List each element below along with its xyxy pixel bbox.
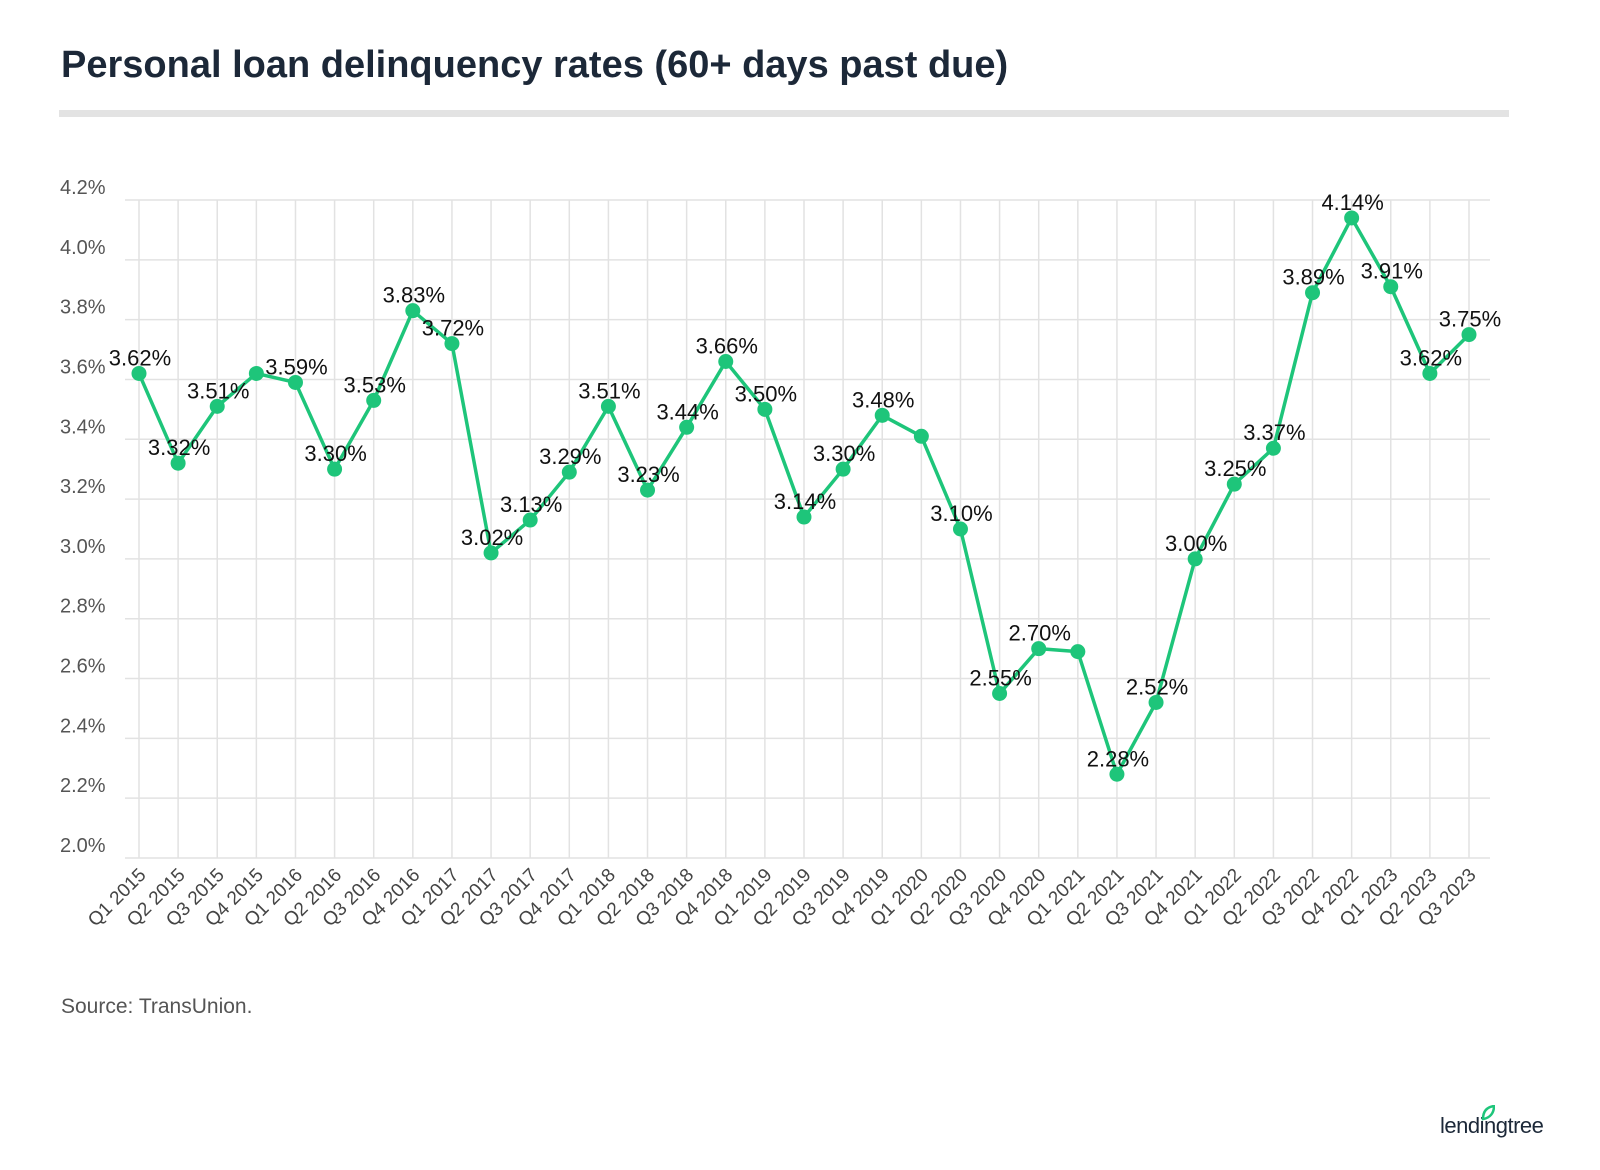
data-point [992,686,1008,701]
data-label: 3.50% [735,381,797,406]
data-point [209,398,225,414]
data-point [796,509,812,525]
data-point [483,545,499,561]
data-label: 2.52% [1126,674,1188,699]
title-divider [59,110,1509,117]
data-point [1070,644,1086,660]
data-label: 3.83% [383,283,445,308]
data-point [913,428,929,444]
data-point [640,482,656,498]
data-point [522,512,538,528]
data-label: 3.30% [813,441,875,466]
data-point [327,461,343,477]
y-tick-label: 2.0% [60,835,106,857]
data-label: 3.14% [774,489,836,514]
y-tick-label: 3.2% [60,476,106,498]
source-note: Source: TransUnion. [61,995,253,1018]
y-tick-label: 2.8% [60,596,106,618]
data-point [1109,766,1125,782]
line-chart: 2.0% 2.2% 2.4% 2.6% 2.8% 3.0% 3.2% 3.4% 3.6% 3.8%… [60,177,1501,931]
data-label: 3.62% [1400,345,1462,370]
data-label: 2.55% [969,666,1031,691]
data-point [1148,694,1164,710]
data-label: 3.30% [304,441,366,466]
data-labels: 3.62% 3.32% 3.51% 3.59% 3.30% 3.53% 3.83% 3.72%… [109,190,1501,771]
series [131,210,1477,782]
data-point [131,365,147,381]
data-point [1383,279,1399,295]
data-label: 3.51% [578,378,640,403]
y-tick-label: 2.6% [60,656,106,678]
data-point [679,419,695,435]
data-point [170,455,186,471]
data-point [248,365,264,381]
data-label: 3.51% [187,378,249,403]
data-label: 3.37% [1243,420,1305,445]
data-label: 3.13% [500,492,562,517]
data-label: 3.59% [265,354,327,379]
data-point [1265,440,1281,456]
data-label: 3.00% [1165,531,1227,556]
data-label: 3.25% [1204,456,1266,481]
data-label: 3.44% [656,399,718,424]
data-point [1187,551,1203,567]
data-point [835,461,851,477]
data-point [1031,641,1047,657]
y-axis: 2.0% 2.2% 2.4% 2.6% 2.8% 3.0% 3.2% 3.4% 3.6% 3.8%… [60,177,106,857]
data-point [444,336,460,352]
y-tick-label: 2.4% [60,715,106,737]
data-label: 3.02% [461,525,523,550]
data-label: 3.48% [852,387,914,412]
data-point [561,464,577,480]
data-label: 3.75% [1439,307,1501,332]
data-point [757,401,773,417]
data-label: 3.32% [148,435,210,460]
lendingtree-logo: lendingtree [1440,1105,1544,1139]
y-tick-label: 4.0% [60,237,106,259]
data-point [1422,365,1438,381]
grid [125,199,1490,859]
data-point [366,392,382,408]
data-label: 3.66% [696,334,758,359]
leaf-icon [1482,1105,1496,1121]
data-label: 3.89% [1282,265,1344,290]
data-label: 3.23% [617,462,679,487]
data-point [287,374,303,390]
data-point [405,303,421,319]
y-tick-label: 2.2% [60,775,106,797]
data-label: 2.70% [1009,621,1071,646]
data-label: 2.28% [1087,746,1149,771]
data-label: 3.72% [422,316,484,341]
data-label: 3.10% [930,501,992,526]
y-tick-label: 3.0% [60,536,106,558]
data-point [1226,476,1242,492]
data-label: 3.29% [539,444,601,469]
data-label: 4.14% [1321,190,1383,215]
y-tick-label: 4.2% [60,177,106,199]
data-point [1344,210,1360,226]
y-tick-label: 3.8% [60,297,106,319]
y-tick-label: 3.6% [60,356,106,378]
data-point [952,521,968,537]
data-point [874,407,890,423]
data-point [1305,285,1321,301]
data-label: 3.62% [109,345,171,370]
data-point [600,398,616,414]
data-label: 3.53% [344,372,406,397]
data-point [1461,327,1477,343]
logo-text: lendingtree [1440,1113,1544,1138]
y-tick-label: 3.4% [60,416,106,438]
chart-title: Personal loan delinquency rates (60+ day… [61,44,1009,86]
data-point [718,354,734,370]
data-label: 3.91% [1361,259,1423,284]
